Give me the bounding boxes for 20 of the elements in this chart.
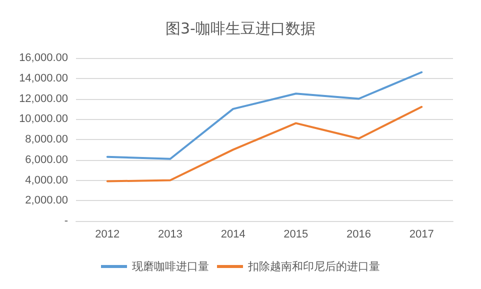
line-series xyxy=(106,106,423,182)
x-tick-label: 2016 xyxy=(346,228,371,240)
x-tick-label: 2014 xyxy=(220,228,246,240)
x-tick-label: 2012 xyxy=(95,228,120,240)
x-tick-label: 2013 xyxy=(158,228,182,240)
y-tick-label: - xyxy=(64,215,68,227)
y-tick-label: 14,000.00 xyxy=(19,72,68,84)
y-tick-label: 10,000.00 xyxy=(19,113,68,126)
x-tick-label: 2017 xyxy=(409,228,434,240)
y-tick-label: 12,000.00 xyxy=(19,92,68,105)
y-tick-label: 2,000.00 xyxy=(25,194,68,207)
chart-title: 图3-咖啡生豆进口数据 xyxy=(166,20,316,38)
y-tick-label: 4,000.00 xyxy=(25,174,68,186)
y-tick-label: 6,000.00 xyxy=(25,154,68,166)
y-tick-label: 8,000.00 xyxy=(25,134,68,146)
y-tick-label: 16,000.00 xyxy=(19,52,68,64)
legend-label: 扣除越南和印尼后的进口量 xyxy=(247,260,380,273)
legend-label: 现磨咖啡进口量 xyxy=(132,260,209,273)
x-tick-label: 2015 xyxy=(284,228,308,240)
line-series xyxy=(106,71,423,160)
